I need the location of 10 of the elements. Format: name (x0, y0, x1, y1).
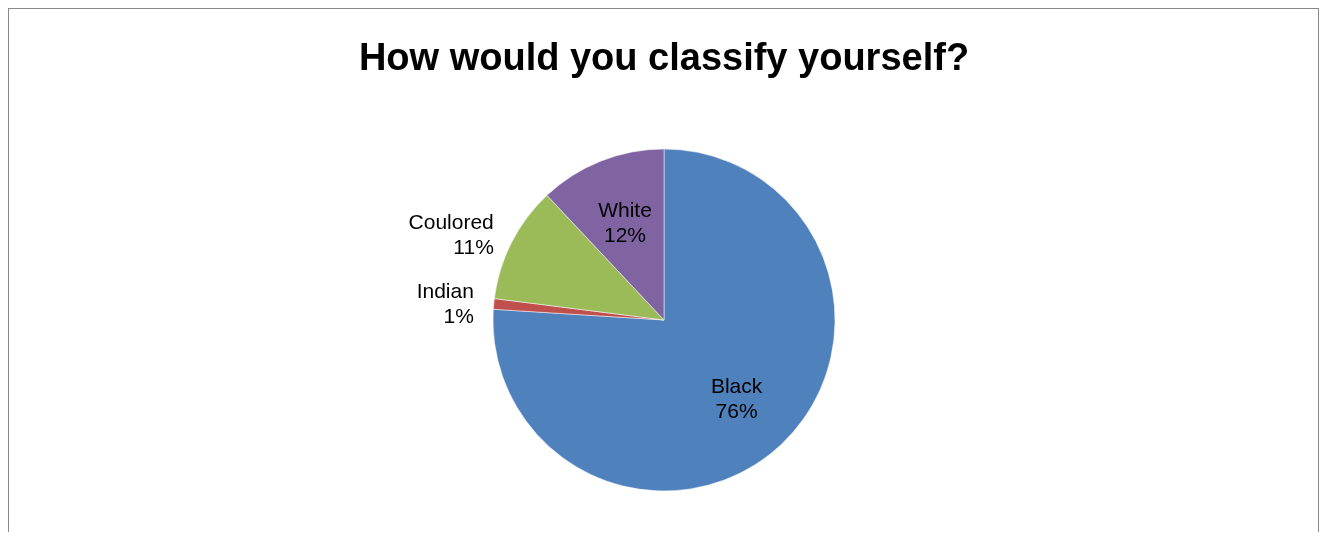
slice-label: White (598, 198, 652, 222)
slice-label: Coulored (408, 210, 494, 234)
data-label: 11% (453, 235, 494, 259)
data-label: 1% (443, 304, 474, 328)
chart-title: How would you classify yourself? (358, 36, 970, 78)
data-label: 12% (603, 223, 646, 247)
slice-label: Indian (416, 279, 474, 303)
data-label: 76% (715, 399, 758, 423)
slice-label: Black (710, 374, 763, 398)
pie-slice (493, 148, 836, 492)
